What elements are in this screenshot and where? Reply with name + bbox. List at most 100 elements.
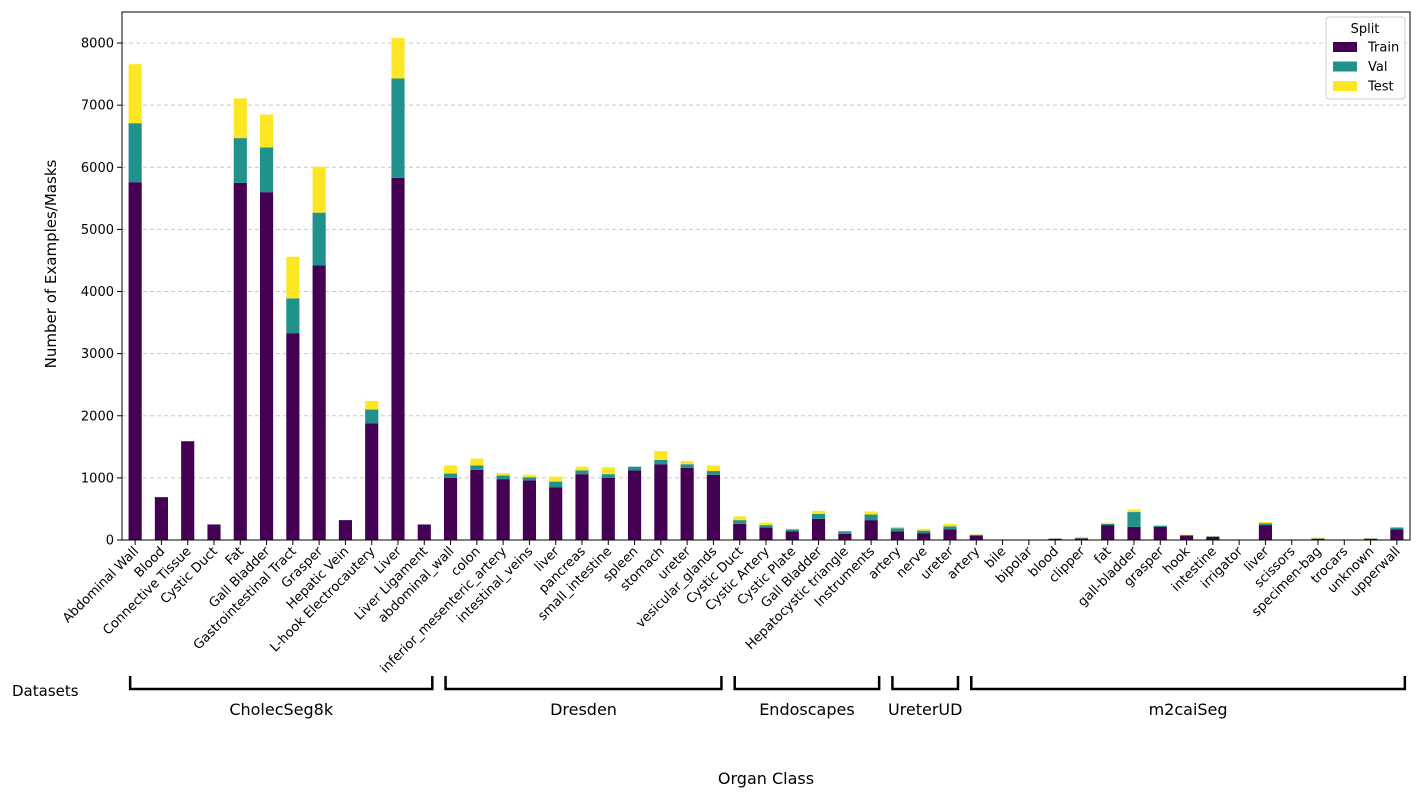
bar-val-21	[680, 464, 694, 468]
bar-val-28	[864, 514, 878, 521]
bar-test-18	[601, 467, 615, 475]
bar-test-28	[864, 511, 878, 515]
bar-val-39	[1153, 525, 1167, 527]
bar-train-22	[706, 474, 720, 540]
bar-train-14	[496, 479, 510, 540]
y-axis: 0 1000 2000 3000 4000 5000 6000 7000 8000	[81, 37, 122, 549]
y-tick-label: 6000	[81, 161, 114, 176]
bar-test-15	[522, 474, 536, 478]
bar-train-40	[1180, 535, 1194, 540]
bar-test-10	[391, 38, 405, 79]
group-bracket	[891, 676, 960, 691]
bar-test-29	[890, 526, 904, 529]
group-bracket	[128, 676, 434, 691]
bar-val-10	[391, 78, 405, 178]
bar-val-40	[1180, 535, 1194, 536]
legend: Split Train Val Test	[1325, 16, 1406, 100]
bar-train-45	[1311, 538, 1325, 540]
bar-val-26	[812, 513, 826, 519]
bar-val-20	[654, 459, 668, 465]
bar-val-18	[601, 474, 615, 478]
y-tick-label: 3000	[81, 347, 114, 362]
bar-train-24	[759, 527, 773, 540]
bar-train-18	[601, 477, 615, 540]
group-bracket	[970, 676, 1407, 691]
bar-train-21	[680, 467, 694, 540]
bar-val-17	[575, 470, 589, 475]
legend-title: Split	[1351, 22, 1380, 37]
legend-label-test: Test	[1367, 80, 1394, 95]
bar-train-6	[286, 333, 300, 540]
bar-val-32	[969, 534, 983, 536]
bar-train-36	[1074, 538, 1088, 540]
y-tick-label: 4000	[81, 285, 114, 300]
bar-val-38	[1127, 512, 1141, 527]
bar-val-37	[1101, 523, 1115, 526]
bar-train-29	[890, 531, 904, 540]
legend-swatch-train	[1333, 42, 1357, 52]
bar-train-39	[1153, 526, 1167, 540]
bar-val-27	[838, 531, 852, 534]
bar-test-24	[759, 522, 773, 526]
bar-test-14	[496, 472, 510, 476]
bar-train-26	[812, 518, 826, 540]
bar-train-27	[838, 533, 852, 540]
bar-val-4	[233, 138, 247, 183]
y-tick-label: 5000	[81, 223, 114, 238]
bars	[128, 38, 1404, 541]
bar-test-36	[1074, 536, 1088, 539]
bar-train-16	[549, 487, 563, 540]
bar-train-8	[338, 520, 352, 540]
legend-box	[1325, 16, 1406, 100]
bar-test-5	[260, 114, 274, 148]
bar-test-20	[654, 451, 668, 460]
y-tick-label: 7000	[81, 99, 114, 114]
bar-train-23	[733, 523, 747, 540]
legend-swatch-val	[1333, 61, 1357, 72]
y-tick-label: 0	[106, 534, 114, 549]
bar-val-7	[312, 212, 326, 266]
bar-val-30	[917, 530, 931, 534]
bar-train-3	[207, 524, 221, 540]
bar-train-48	[1390, 529, 1404, 540]
bar-train-41	[1206, 536, 1220, 540]
bar-val-9	[365, 409, 379, 424]
y-tick-label: 2000	[81, 409, 114, 424]
datasets-label: Datasets	[12, 682, 79, 700]
bar-val-25	[785, 529, 799, 532]
y-axis-label: Number of Examples/Masks	[42, 159, 60, 368]
bar-train-9	[365, 423, 379, 540]
dataset-groups: CholecSeg8k Dresden Endoscapes UreterUD m2ca…	[128, 676, 1407, 719]
gridlines	[122, 42, 1410, 479]
bar-val-29	[890, 528, 904, 532]
bar-val-19	[628, 466, 642, 471]
bar-test-9	[365, 400, 379, 410]
bar-test-45	[1311, 537, 1325, 539]
group-bracket	[444, 676, 723, 691]
bar-val-22	[706, 471, 720, 475]
bar-test-38	[1127, 509, 1141, 513]
bar-val-5	[260, 147, 274, 193]
bar-val-6	[286, 298, 300, 334]
bar-train-5	[260, 192, 274, 540]
bar-train-35	[1048, 538, 1062, 540]
bar-val-14	[496, 475, 510, 480]
bar-test-4	[233, 98, 247, 139]
bar-train-31	[943, 529, 957, 540]
legend-label-val: Val	[1368, 60, 1387, 75]
bar-test-16	[549, 476, 563, 482]
bar-test-6	[286, 256, 300, 299]
bar-train-17	[575, 474, 589, 540]
bar-test-13	[470, 458, 484, 466]
bar-val-16	[549, 481, 563, 488]
group-label: UreterUD	[888, 700, 963, 719]
group-label: m2caiSeg	[1149, 700, 1228, 719]
bar-train-30	[917, 533, 931, 540]
bar-test-26	[812, 510, 826, 514]
bar-train-0	[128, 182, 142, 541]
bar-val-13	[470, 465, 484, 470]
x-axis-label: Organ Class	[718, 769, 814, 788]
bar-test-43	[1258, 521, 1272, 524]
bar-train-12	[444, 477, 458, 540]
